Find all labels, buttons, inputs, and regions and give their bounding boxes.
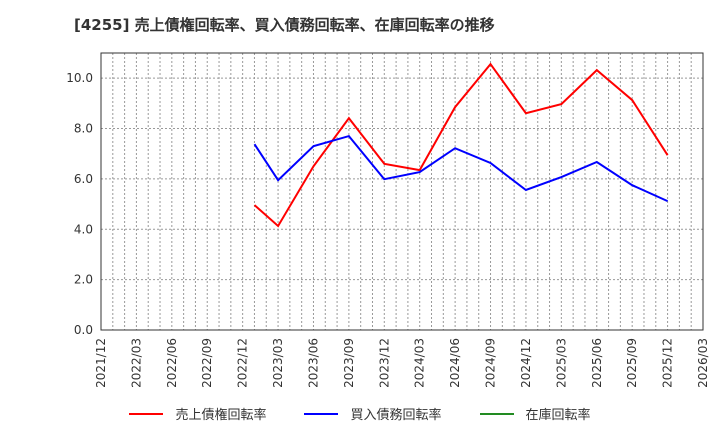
legend: 売上債権回転率 買入債務回転率 在庫回転率 xyxy=(0,404,720,423)
svg-text:2025/09: 2025/09 xyxy=(625,338,639,388)
plot-frame xyxy=(100,52,704,331)
svg-text:2022/09: 2022/09 xyxy=(200,338,214,388)
chart-title: [4255] 売上債権回転率、買入債務回転率、在庫回転率の推移 xyxy=(74,16,495,34)
legend-item-payables: 買入債務回転率 xyxy=(304,404,442,423)
svg-text:2021/12: 2021/12 xyxy=(94,338,108,388)
svg-text:2025/06: 2025/06 xyxy=(590,338,604,388)
svg-text:2023/12: 2023/12 xyxy=(377,338,391,388)
legend-label: 在庫回転率 xyxy=(525,408,591,423)
svg-text:2023/09: 2023/09 xyxy=(342,338,356,388)
legend-label: 買入債務回転率 xyxy=(350,408,442,423)
svg-text:8.0: 8.0 xyxy=(74,122,93,136)
svg-text:2022/03: 2022/03 xyxy=(129,338,143,388)
grid-lines xyxy=(101,53,703,330)
legend-label: 売上債権回転率 xyxy=(175,408,267,423)
legend-swatch-red xyxy=(129,412,164,415)
series-line xyxy=(253,62,669,228)
series-lines xyxy=(253,62,669,228)
line-chart: 0.0 2.0 4.0 6.0 8.0 10.0 2021/12 2022/03 2022/0… xyxy=(66,52,710,388)
x-axis: 2021/12 2022/03 2022/06 2022/09 2022/12 2023/… xyxy=(94,338,710,388)
svg-text:2024/03: 2024/03 xyxy=(413,338,427,388)
legend-swatch-blue xyxy=(304,412,339,415)
svg-text:2025/03: 2025/03 xyxy=(554,338,568,388)
svg-text:2023/06: 2023/06 xyxy=(306,338,320,388)
svg-text:2.0: 2.0 xyxy=(74,273,93,287)
legend-item-inventory: 在庫回転率 xyxy=(479,404,591,423)
svg-text:2023/03: 2023/03 xyxy=(271,338,285,388)
svg-text:2025/12: 2025/12 xyxy=(661,338,675,388)
svg-text:2024/12: 2024/12 xyxy=(519,338,533,388)
svg-text:2026/03: 2026/03 xyxy=(696,338,710,388)
svg-text:2022/12: 2022/12 xyxy=(236,338,250,388)
y-axis: 0.0 2.0 4.0 6.0 8.0 10.0 xyxy=(66,71,93,337)
svg-text:2024/09: 2024/09 xyxy=(484,338,498,388)
svg-text:2024/06: 2024/06 xyxy=(448,338,462,388)
svg-text:10.0: 10.0 xyxy=(66,71,93,85)
legend-swatch-green xyxy=(479,412,514,415)
svg-text:0.0: 0.0 xyxy=(74,323,93,337)
svg-text:4.0: 4.0 xyxy=(74,222,93,236)
svg-text:2022/06: 2022/06 xyxy=(165,338,179,388)
legend-item-sales-receivables: 売上債権回転率 xyxy=(129,404,266,423)
svg-text:6.0: 6.0 xyxy=(74,172,93,186)
series-line xyxy=(253,134,669,203)
